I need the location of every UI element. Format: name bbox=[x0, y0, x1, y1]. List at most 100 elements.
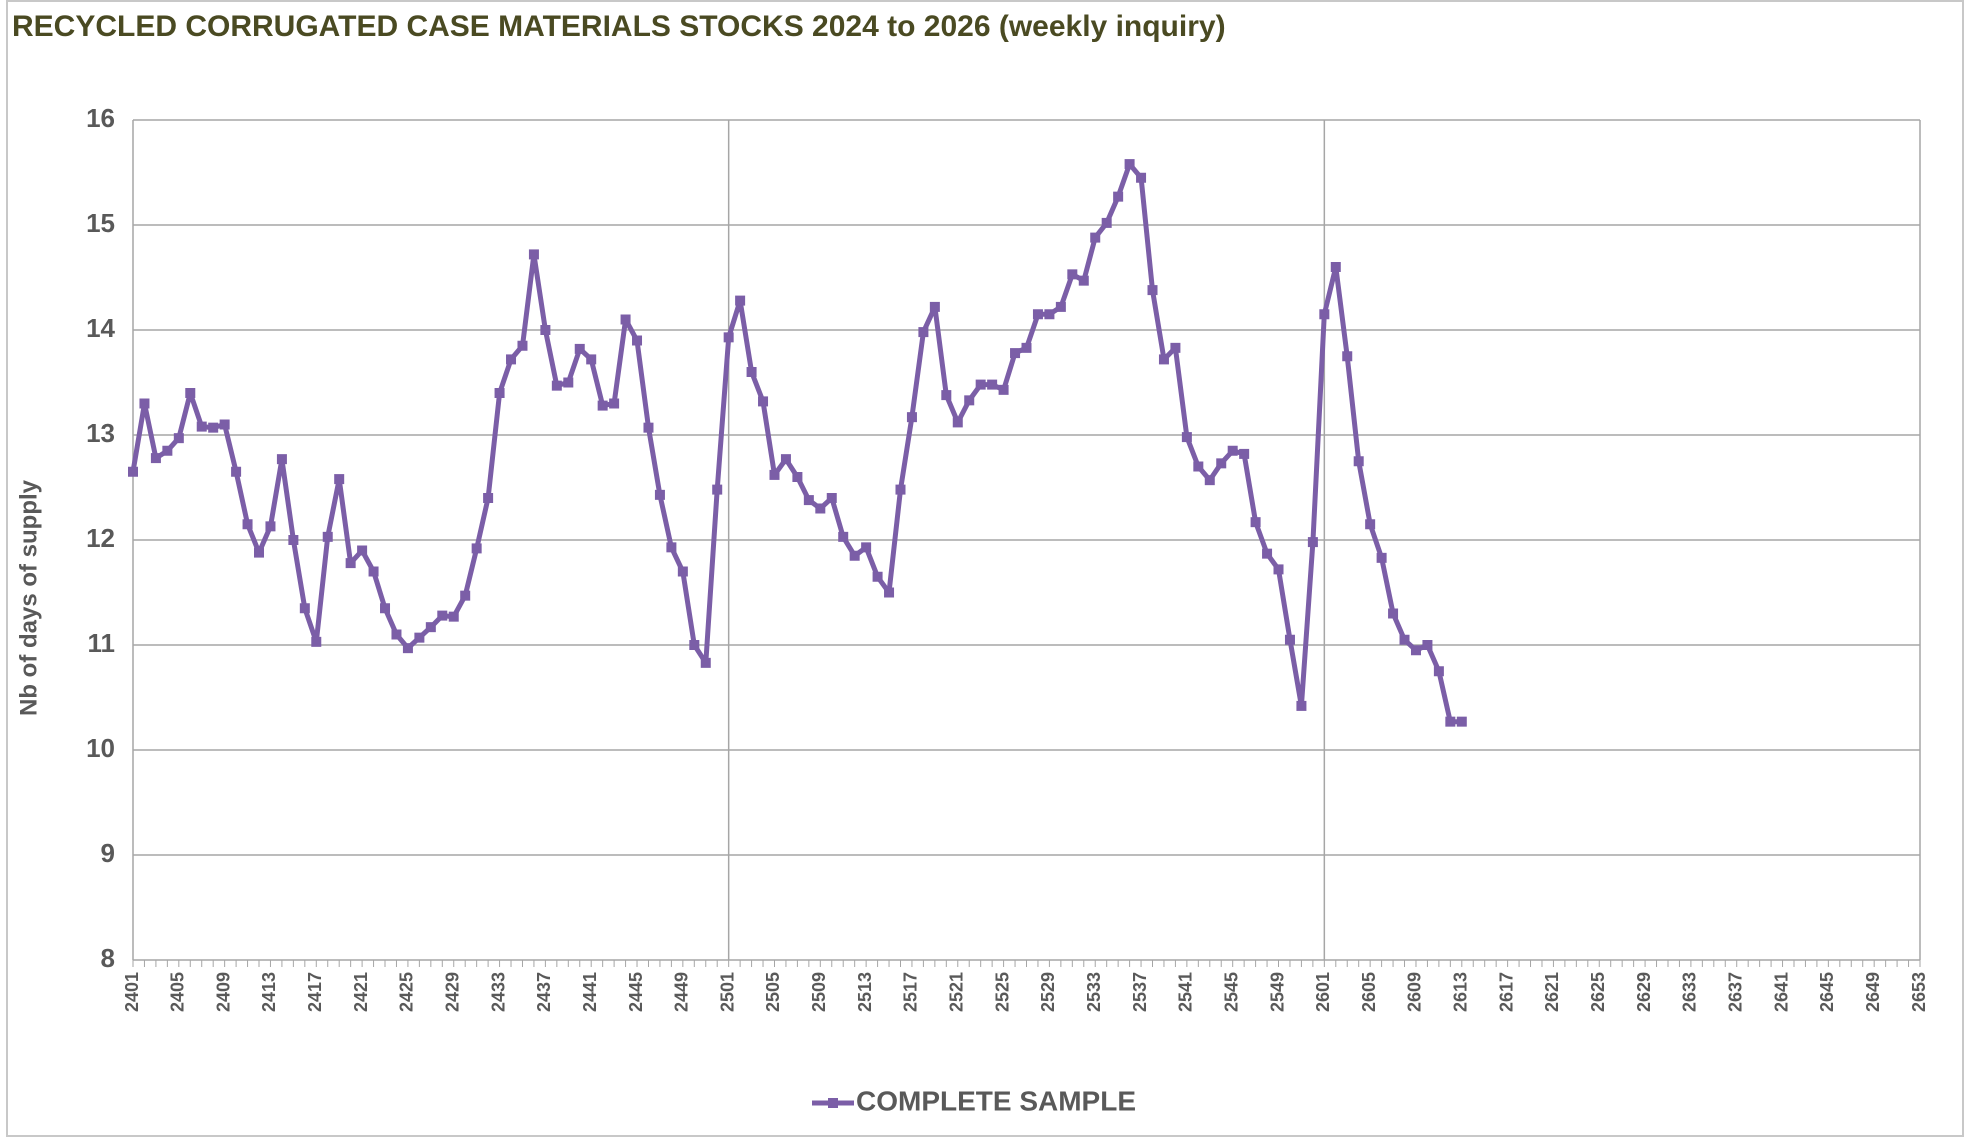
y-tick-label: 15 bbox=[86, 208, 115, 238]
x-tick-label: 2605 bbox=[1359, 972, 1379, 1012]
point-marker bbox=[322, 531, 333, 542]
point-marker bbox=[643, 422, 654, 433]
point-marker bbox=[1181, 432, 1192, 443]
x-tick-label: 2425 bbox=[397, 972, 417, 1012]
x-tick-label: 2541 bbox=[1176, 972, 1196, 1012]
x-tick-label: 2441 bbox=[580, 972, 600, 1012]
point-marker bbox=[1262, 548, 1273, 559]
point-marker bbox=[528, 249, 539, 260]
point-marker bbox=[265, 521, 276, 532]
point-marker bbox=[276, 454, 287, 465]
x-tick-label: 2609 bbox=[1405, 972, 1425, 1012]
point-marker bbox=[941, 390, 952, 401]
point-marker bbox=[849, 550, 860, 561]
series-line bbox=[130, 161, 1462, 725]
point-marker bbox=[1147, 285, 1158, 296]
point-marker bbox=[1193, 461, 1204, 472]
point-marker bbox=[1307, 537, 1318, 548]
point-marker bbox=[1365, 519, 1376, 530]
point-marker bbox=[803, 495, 814, 506]
point-marker bbox=[1422, 640, 1433, 650]
point-marker bbox=[139, 398, 150, 409]
point-marker bbox=[826, 493, 837, 503]
point-marker bbox=[551, 380, 562, 391]
point-marker bbox=[208, 422, 219, 433]
point-marker bbox=[563, 377, 574, 388]
point-marker bbox=[1342, 351, 1353, 362]
point-marker bbox=[483, 493, 494, 503]
point-marker bbox=[884, 587, 895, 598]
point-marker bbox=[173, 433, 184, 444]
legend-marker bbox=[828, 1098, 838, 1108]
point-marker bbox=[506, 354, 517, 365]
point-marker bbox=[1273, 564, 1284, 575]
point-marker bbox=[689, 640, 700, 650]
point-marker bbox=[1090, 232, 1101, 243]
point-marker bbox=[838, 531, 849, 542]
x-tick-label: 2401 bbox=[122, 972, 142, 1012]
point-marker bbox=[929, 301, 940, 312]
point-marker bbox=[597, 400, 608, 411]
x-tick-label: 2501 bbox=[717, 972, 737, 1012]
y-tick-label: 14 bbox=[86, 313, 115, 343]
point-marker bbox=[1399, 634, 1410, 645]
point-marker bbox=[288, 535, 299, 545]
point-marker bbox=[735, 295, 746, 306]
x-tick-label: 2633 bbox=[1680, 972, 1700, 1012]
x-tick-label: 2653 bbox=[1909, 972, 1929, 1012]
point-marker bbox=[964, 395, 975, 406]
x-tick-label: 2529 bbox=[1038, 972, 1058, 1012]
point-marker bbox=[1158, 354, 1169, 365]
x-tick-label: 2645 bbox=[1817, 972, 1837, 1012]
point-marker bbox=[1376, 552, 1387, 563]
point-marker bbox=[471, 543, 482, 554]
point-marker bbox=[1204, 475, 1215, 486]
legend-label: COMPLETE SAMPLE bbox=[856, 1085, 1136, 1116]
y-tick-label: 13 bbox=[86, 418, 115, 448]
point-marker bbox=[872, 571, 883, 582]
x-tick-label: 2613 bbox=[1451, 972, 1471, 1012]
x-tick-label: 2433 bbox=[488, 972, 508, 1012]
x-tick-label: 2505 bbox=[763, 972, 783, 1012]
point-marker bbox=[219, 419, 230, 430]
point-marker bbox=[150, 453, 161, 464]
y-tick-label: 8 bbox=[101, 943, 115, 973]
x-tick-label: 2549 bbox=[1267, 972, 1287, 1012]
point-marker bbox=[586, 354, 597, 365]
point-marker bbox=[895, 484, 906, 495]
x-tick-label: 2629 bbox=[1634, 972, 1654, 1012]
point-marker bbox=[918, 327, 929, 338]
point-marker bbox=[780, 454, 791, 465]
point-marker bbox=[334, 474, 345, 485]
point-marker bbox=[231, 466, 242, 477]
point-marker bbox=[1124, 159, 1135, 170]
point-marker bbox=[242, 519, 253, 530]
x-tick-label: 2617 bbox=[1496, 972, 1516, 1012]
point-marker bbox=[815, 503, 826, 514]
x-tick-label: 2409 bbox=[213, 972, 233, 1012]
y-tick-label: 16 bbox=[86, 103, 115, 133]
point-marker bbox=[357, 545, 368, 556]
point-marker bbox=[861, 542, 872, 553]
point-marker bbox=[723, 332, 734, 343]
point-marker bbox=[769, 469, 780, 480]
x-tick-label: 2413 bbox=[259, 972, 279, 1012]
point-marker bbox=[460, 590, 471, 601]
point-marker bbox=[1010, 348, 1021, 359]
point-marker bbox=[1284, 634, 1295, 645]
point-marker bbox=[196, 421, 207, 432]
point-marker bbox=[758, 396, 769, 407]
point-marker bbox=[952, 417, 963, 428]
point-marker bbox=[1113, 191, 1124, 202]
x-tick-label: 2417 bbox=[305, 972, 325, 1012]
x-tick-label: 2437 bbox=[534, 972, 554, 1012]
x-tick-label: 2405 bbox=[168, 972, 188, 1012]
point-marker bbox=[1055, 301, 1066, 312]
point-marker bbox=[1445, 716, 1456, 727]
point-marker bbox=[700, 657, 711, 668]
x-tick-label: 2601 bbox=[1313, 972, 1333, 1012]
point-marker bbox=[1021, 342, 1032, 353]
point-marker bbox=[517, 340, 528, 351]
point-marker bbox=[975, 379, 986, 390]
